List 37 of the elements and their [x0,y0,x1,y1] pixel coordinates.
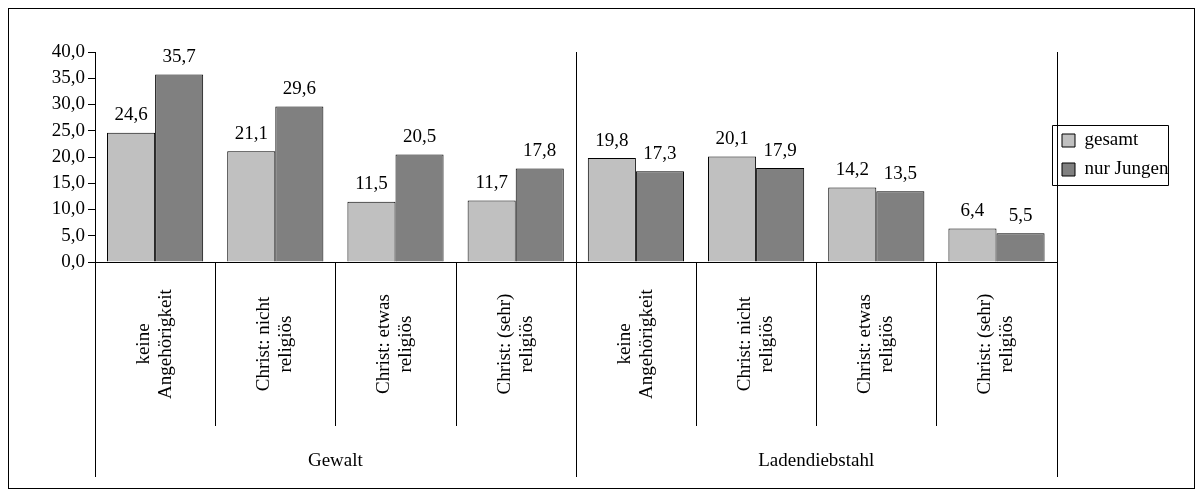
data-label: 24,6 [114,103,148,125]
x-tick-label: keine Angehörigkeit [132,288,176,399]
y-tick-label: 25,0 [51,118,85,140]
text: Gewalt [307,448,364,470]
data-label: 20,1 [715,126,749,148]
x-tick-label: Christ: etwas religiös [853,294,897,394]
data-label: 13,5 [883,161,917,183]
data-label: 11,7 [475,171,508,193]
legend-label: gesamt [1084,128,1140,150]
data-label: 17,9 [763,138,797,160]
legend-label: nur Jungen [1084,157,1169,179]
x-tick-label: Christ: (sehr) religiös [492,293,536,395]
x-tick-label: Christ: nicht religiös [733,296,777,392]
data-label: 17,3 [643,141,677,163]
y-tick-label: 20,0 [51,144,85,166]
x-tick-label: Christ: (sehr) religiös [973,293,1017,395]
data-label: 11,5 [355,172,388,194]
data-label: 19,8 [595,128,629,150]
y-tick-label: 5,0 [61,223,85,245]
y-tick-label: 35,0 [51,66,85,88]
y-tick-label: 10,0 [51,197,85,219]
y-tick-label: 40,0 [51,39,85,61]
data-label: 17,8 [523,139,557,161]
x-tick-label: Christ: nicht religiös [252,296,296,392]
data-label: 14,2 [835,157,869,179]
data-label: 20,5 [402,124,437,146]
data-label: 29,6 [282,77,316,99]
data-label: 35,7 [162,45,196,67]
data-label: 6,4 [960,198,985,220]
x-tick-label: Christ: etwas religiös [372,294,416,394]
y-tick-label: 0,0 [61,249,85,271]
data-label: 5,5 [1008,203,1033,225]
text: Ladendiebstahl [758,448,875,470]
y-tick-label: 15,0 [51,171,85,193]
data-label: 21,1 [234,121,268,143]
x-tick-label: keine Angehörigkeit [612,288,656,399]
y-tick-label: 30,0 [51,92,85,114]
